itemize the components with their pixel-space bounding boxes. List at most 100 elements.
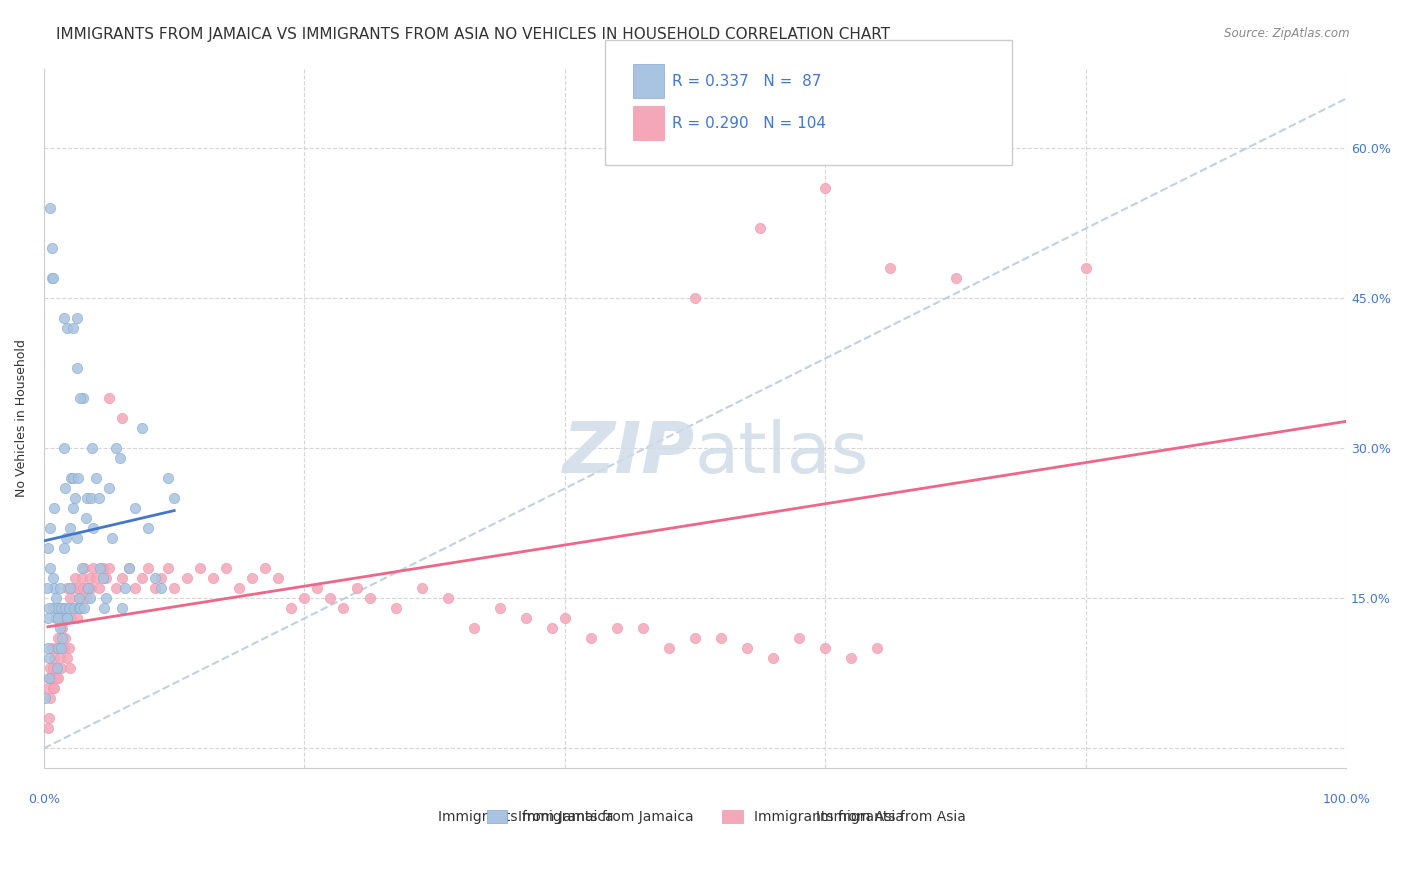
Point (1074, 261, 1097, 276)
Point (77, 582, 100, 596)
Point (117, 561, 139, 575)
Point (787, 632, 810, 646)
Point (73, 561, 96, 575)
Point (46, 641, 69, 656)
Point (48, 621, 70, 635)
Text: R = 0.337   N =  87: R = 0.337 N = 87 (672, 74, 821, 88)
Point (65, 361, 87, 376)
Point (87, 582, 110, 596)
Point (75, 591, 97, 606)
Point (45, 611, 67, 625)
Point (62, 501, 84, 516)
Point (39, 691, 62, 706)
Point (62, 582, 84, 596)
Point (96, 591, 118, 606)
Point (228, 582, 250, 596)
Point (59, 582, 82, 596)
Point (131, 571, 153, 585)
Point (42, 681, 65, 696)
Text: IMMIGRANTS FROM JAMAICA VS IMMIGRANTS FROM ASIA NO VEHICLES IN HOUSEHOLD CORRELA: IMMIGRANTS FROM JAMAICA VS IMMIGRANTS FR… (56, 27, 890, 42)
Point (41, 271, 63, 285)
Point (104, 582, 127, 596)
Point (75, 511, 97, 525)
Point (89, 561, 111, 575)
Text: 100.0%: 100.0% (1322, 793, 1371, 806)
Point (98, 481, 121, 495)
Point (44, 681, 66, 696)
Point (63, 601, 86, 615)
Point (69, 601, 91, 615)
Point (80, 491, 103, 506)
Text: R = 0.290   N = 104: R = 0.290 N = 104 (672, 116, 827, 130)
Point (48, 651, 70, 665)
Point (56, 651, 79, 665)
Point (82, 561, 104, 575)
Point (39, 521, 62, 535)
Point (762, 651, 785, 665)
Point (42, 661, 65, 675)
Point (51, 632, 73, 646)
Point (70, 571, 93, 585)
Point (631, 621, 654, 635)
Point (51, 621, 73, 635)
Point (150, 582, 173, 596)
Point (53, 632, 76, 646)
Point (176, 571, 198, 585)
Point (93, 601, 115, 615)
Point (606, 621, 628, 635)
Point (46, 641, 69, 656)
Point (52, 541, 75, 556)
Point (37, 721, 59, 735)
Point (49, 661, 72, 675)
Point (579, 632, 602, 646)
Point (58, 601, 80, 615)
Point (554, 611, 576, 625)
Point (436, 591, 458, 606)
Point (39, 661, 62, 675)
Text: ZIP: ZIP (562, 419, 695, 488)
Point (55, 611, 77, 625)
Point (67, 591, 90, 606)
Point (124, 582, 146, 596)
Point (79, 591, 101, 606)
Point (319, 591, 342, 606)
Point (44, 501, 66, 516)
Point (294, 591, 316, 606)
Point (60, 611, 83, 625)
Point (55, 532, 77, 546)
Point (136, 561, 159, 575)
Point (65, 571, 87, 585)
Point (44, 651, 66, 665)
Point (38, 671, 60, 685)
Point (37, 611, 59, 625)
Point (98, 392, 121, 406)
Point (73, 601, 96, 615)
Point (945, 271, 967, 285)
Point (58, 641, 80, 656)
Point (111, 601, 134, 615)
Point (72, 392, 94, 406)
Point (62, 471, 84, 485)
Point (143, 582, 166, 596)
Point (56, 611, 79, 625)
Y-axis label: No Vehicles in Household: No Vehicles in Household (15, 340, 28, 498)
Point (41, 641, 63, 656)
Point (91, 571, 114, 585)
Legend: Immigrants from Jamaica, Immigrants from Asia: Immigrants from Jamaica, Immigrants from… (486, 810, 904, 824)
Point (82, 521, 104, 535)
Point (163, 582, 186, 596)
Point (84, 571, 107, 585)
Point (44, 582, 66, 596)
Point (814, 641, 837, 656)
Point (37, 641, 59, 656)
Point (87, 491, 110, 506)
Point (39, 202, 62, 216)
Point (63, 601, 86, 615)
Point (541, 621, 564, 635)
Point (38, 671, 60, 685)
Point (79, 571, 101, 585)
Point (332, 601, 354, 615)
Point (52, 601, 75, 615)
Point (59, 661, 82, 675)
Point (53, 481, 76, 495)
